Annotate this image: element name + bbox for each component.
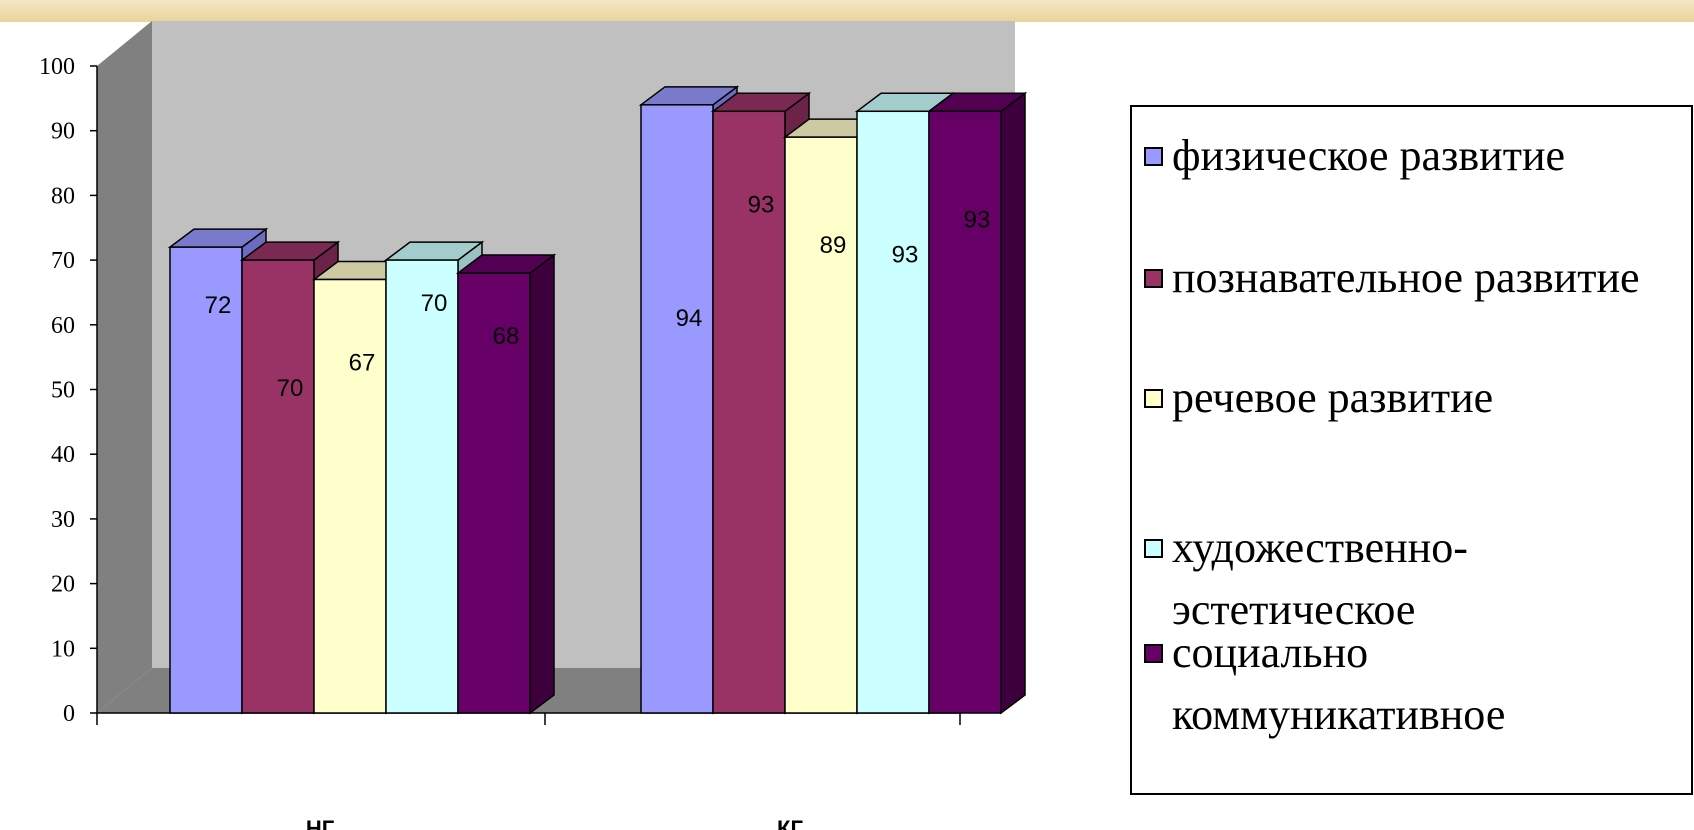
legend-swatch — [1144, 644, 1163, 663]
bar-ng-series-2 — [241, 259, 315, 714]
y-tick-label: 50 — [51, 378, 75, 404]
data-label: 67 — [349, 350, 376, 377]
bar-kg-series-3 — [784, 136, 858, 714]
bar-kg-series-2 — [712, 110, 786, 714]
data-label: 72 — [205, 292, 232, 319]
bar-kg-series-1 — [640, 104, 714, 714]
legend-label: физическое развитие — [1172, 131, 1566, 180]
legend-label: речевое развитие — [1172, 373, 1494, 422]
x-category-label: НГ — [306, 816, 335, 830]
y-tick-label: 0 — [63, 701, 75, 727]
data-label: 93 — [964, 206, 991, 233]
chart-legend: физическое развитие познавательное развит… — [1130, 105, 1693, 795]
bar-kg-series-5 — [928, 110, 1002, 714]
data-label: 70 — [277, 375, 304, 402]
legend-swatch — [1144, 389, 1163, 408]
y-tick-label: 30 — [51, 507, 75, 533]
x-category-label: КГ — [777, 816, 803, 830]
bar-side — [529, 253, 555, 715]
legend-label: художественно-эстетическое — [1172, 523, 1468, 634]
y-tick-label: 80 — [51, 183, 75, 209]
legend-swatch — [1144, 269, 1163, 288]
legend-swatch — [1144, 147, 1163, 166]
bar-ng-series-4 — [385, 259, 459, 714]
data-label: 93 — [748, 191, 775, 218]
data-label: 68 — [493, 323, 520, 350]
data-label: 94 — [676, 305, 703, 332]
legend-swatch — [1144, 539, 1163, 558]
data-label: 70 — [421, 290, 448, 317]
y-tick-label: 70 — [51, 248, 75, 274]
data-label: 89 — [820, 232, 847, 259]
header-band — [0, 0, 1694, 22]
y-tick-label: 60 — [51, 313, 75, 339]
y-tick-label: 100 — [39, 54, 75, 80]
y-tick-label: 40 — [51, 442, 75, 468]
bar-ng-series-1 — [169, 246, 243, 714]
data-label: 93 — [892, 241, 919, 268]
legend-label: социально коммуникативное — [1172, 628, 1506, 739]
bar-ng-series-3 — [313, 278, 387, 714]
y-tick-label: 10 — [51, 636, 75, 662]
chart-side-wall — [97, 21, 152, 713]
y-tick-label: 20 — [51, 572, 75, 598]
y-tick-label: 90 — [51, 119, 75, 145]
bar-kg-series-4 — [856, 110, 930, 714]
legend-label: познавательное развитие — [1172, 253, 1640, 302]
bar-side — [1000, 91, 1026, 715]
bar-ng-series-5 — [457, 272, 531, 714]
